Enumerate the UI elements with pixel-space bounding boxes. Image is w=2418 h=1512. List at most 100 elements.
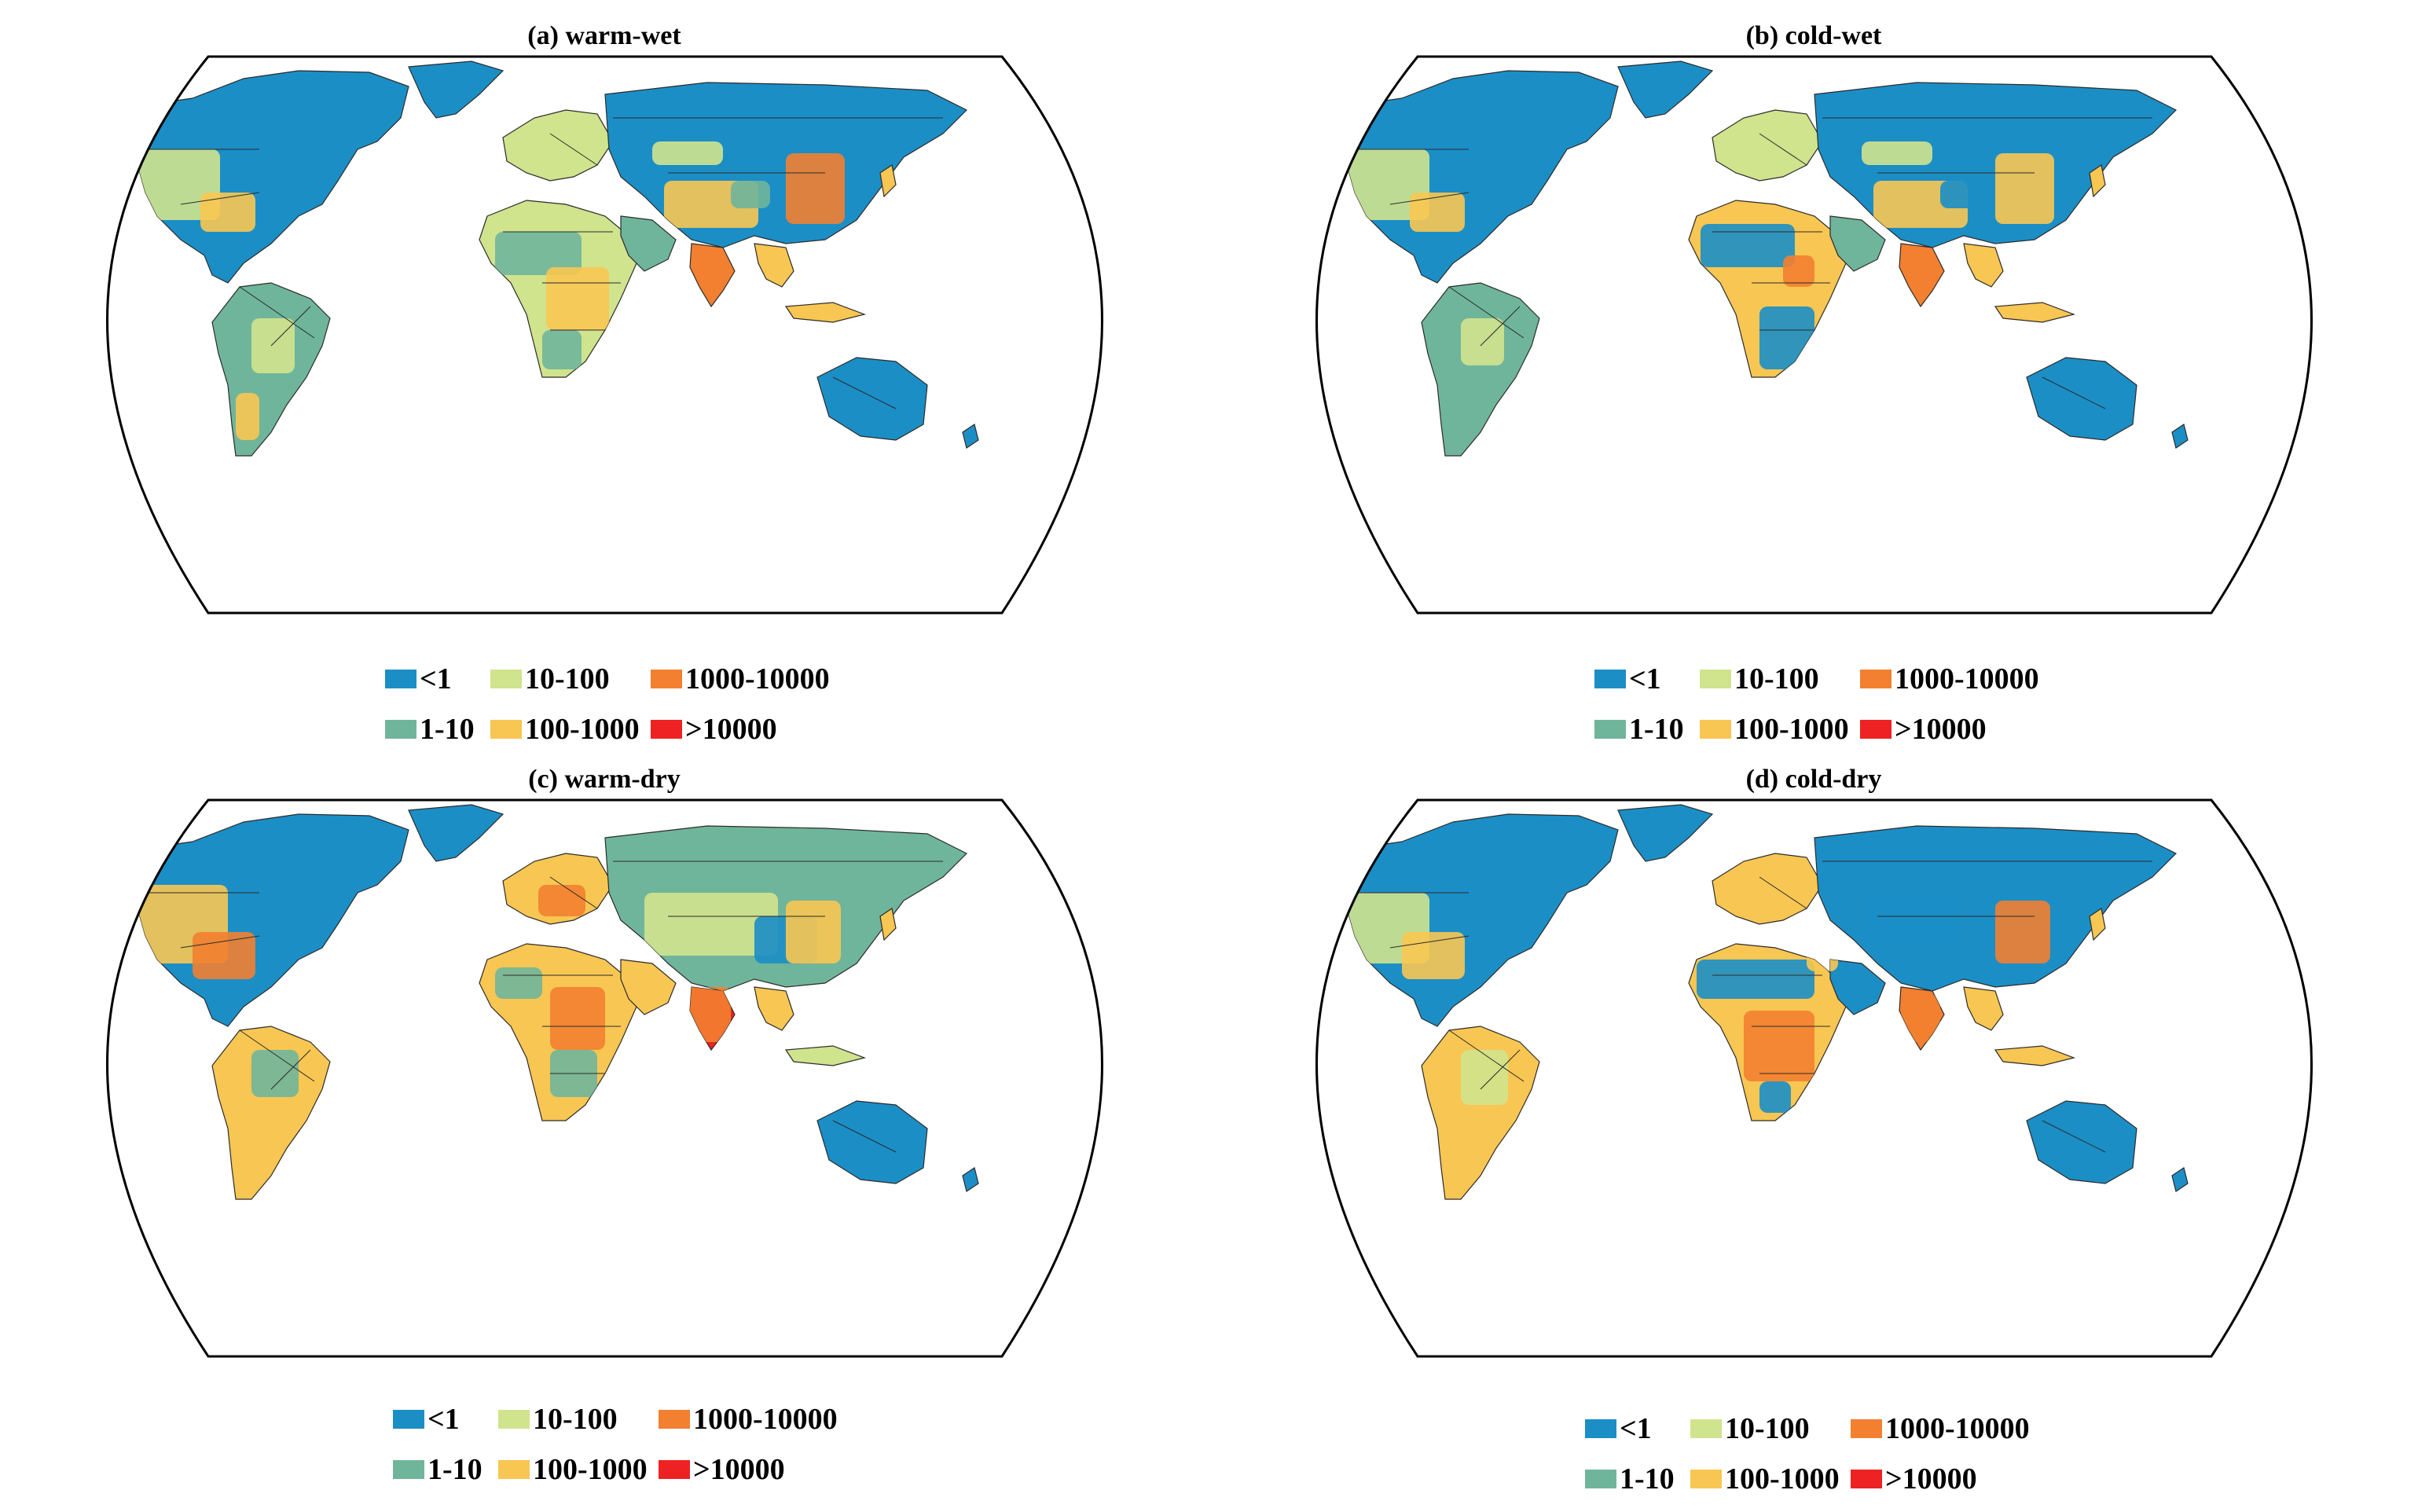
land-layer	[107, 804, 979, 1200]
legend-label: 100-1000	[1734, 713, 1849, 746]
legend-item: 10-100	[1690, 1410, 1810, 1448]
value-patch	[1862, 897, 1964, 944]
legend-label: 10-100	[533, 1403, 618, 1436]
legend-item: 10-100	[1700, 660, 1819, 698]
legend-item: 100-1000	[490, 710, 640, 748]
value-patch	[1701, 224, 1795, 267]
value-patch	[786, 901, 841, 963]
value-patch	[1901, 995, 1940, 1042]
world-map	[1315, 798, 2313, 1358]
swatch-100-1000	[490, 720, 522, 739]
value-patch	[652, 141, 723, 165]
value-patch	[251, 1050, 299, 1097]
landmass-greenland	[1617, 61, 1714, 119]
value-patch	[1783, 255, 1814, 287]
legend-label: 1-10	[420, 713, 475, 746]
value-patch	[786, 153, 845, 224]
legend-item: >10000	[651, 710, 777, 748]
landmass-seAsia	[1963, 243, 2004, 288]
landmass-arabia	[620, 959, 677, 1015]
value-patch	[644, 893, 778, 956]
landmass-arabia	[1829, 215, 1886, 272]
legend-label: >10000	[1895, 713, 1987, 746]
value-patch	[251, 318, 295, 373]
legend-item: 1-10	[393, 1451, 482, 1488]
landmass-southAmerica	[1421, 282, 1540, 457]
country-border	[1448, 286, 1525, 339]
legend-label: >10000	[693, 1453, 785, 1486]
legend-item: <1	[1585, 1410, 1652, 1448]
swatch-1-10	[1585, 1470, 1616, 1488]
legend-label: 100-1000	[533, 1453, 648, 1486]
value-patch	[1862, 141, 1932, 165]
land-layer	[1316, 61, 2189, 457]
landmass-southAmerica	[1421, 1026, 1540, 1200]
country-border	[2042, 376, 2106, 409]
value-patch	[236, 393, 259, 440]
legend-item: 1000-10000	[651, 660, 830, 698]
swatch-1-10	[393, 1460, 424, 1479]
value-patch	[538, 885, 585, 916]
legend-item: >10000	[1851, 1460, 1977, 1498]
legend-item: 1-10	[1594, 710, 1684, 748]
world-map	[1315, 55, 2313, 615]
swatch-1000-10000	[1860, 670, 1891, 688]
country-border	[549, 133, 598, 166]
legend-item: <1	[385, 660, 452, 698]
country-border	[270, 1049, 311, 1090]
legend-label: 10-100	[525, 662, 610, 695]
swatch-lt1	[1585, 1419, 1616, 1438]
landmass-greenland	[408, 804, 505, 862]
swatch-100-1000	[1690, 1470, 1722, 1488]
landmass-australia	[816, 357, 928, 441]
country-border	[832, 376, 897, 409]
panel-title: (d) cold-dry	[1745, 765, 1882, 794]
legend-item: 1-10	[385, 710, 475, 748]
legend-item: 100-1000	[1700, 710, 1849, 748]
legend-item: 100-1000	[498, 1451, 648, 1488]
country-border	[239, 1029, 315, 1082]
value-patch	[731, 181, 770, 208]
landmass-india	[1899, 243, 1945, 308]
landmass-indonesia	[1994, 1045, 2076, 1066]
value-patch	[546, 267, 609, 330]
landmass-japan	[2089, 164, 2106, 198]
country-border	[1480, 306, 1521, 347]
legend-item: 1000-10000	[659, 1400, 838, 1438]
swatch-gt10000	[1851, 1470, 1882, 1488]
legend-item: 10-100	[490, 660, 610, 698]
legend-label: 100-1000	[1725, 1462, 1840, 1495]
value-patch	[1461, 1050, 1508, 1105]
panel-title: (c) warm-dry	[528, 765, 681, 794]
landmass-arabia	[620, 215, 677, 272]
legend-label: <1	[427, 1403, 460, 1436]
legend-item: 1000-10000	[1860, 660, 2039, 698]
landmass-australia	[2026, 1100, 2137, 1184]
swatch-1-10	[385, 720, 416, 739]
swatch-gt10000	[1860, 720, 1891, 739]
legend-label: 1-10	[427, 1453, 482, 1486]
legend-label: 1000-10000	[1895, 662, 2039, 695]
legend-label: 100-1000	[525, 713, 640, 746]
swatch-lt1	[385, 670, 416, 688]
map-frame	[1315, 55, 2313, 615]
panel-title: (b) cold-wet	[1745, 21, 1882, 50]
country-border	[1480, 1049, 1521, 1090]
country-border	[1389, 192, 1470, 205]
landmass-southAmerica	[211, 1026, 331, 1200]
country-border	[180, 192, 260, 205]
country-border	[1759, 133, 1807, 166]
landmass-australia	[816, 1100, 928, 1184]
value-patch	[200, 193, 255, 232]
legend-label: 10-100	[1725, 1412, 1810, 1445]
swatch-1000-10000	[659, 1410, 690, 1429]
country-border	[1448, 1029, 1525, 1082]
landmass-indonesia	[784, 302, 867, 323]
legend-label: >10000	[685, 713, 777, 746]
landmass-nz	[2171, 424, 2189, 449]
country-border	[239, 286, 315, 339]
landmass-greenland	[408, 61, 505, 119]
landmass-nz	[2171, 1167, 2189, 1192]
legend-item: >10000	[659, 1451, 785, 1488]
country-border	[180, 935, 260, 949]
